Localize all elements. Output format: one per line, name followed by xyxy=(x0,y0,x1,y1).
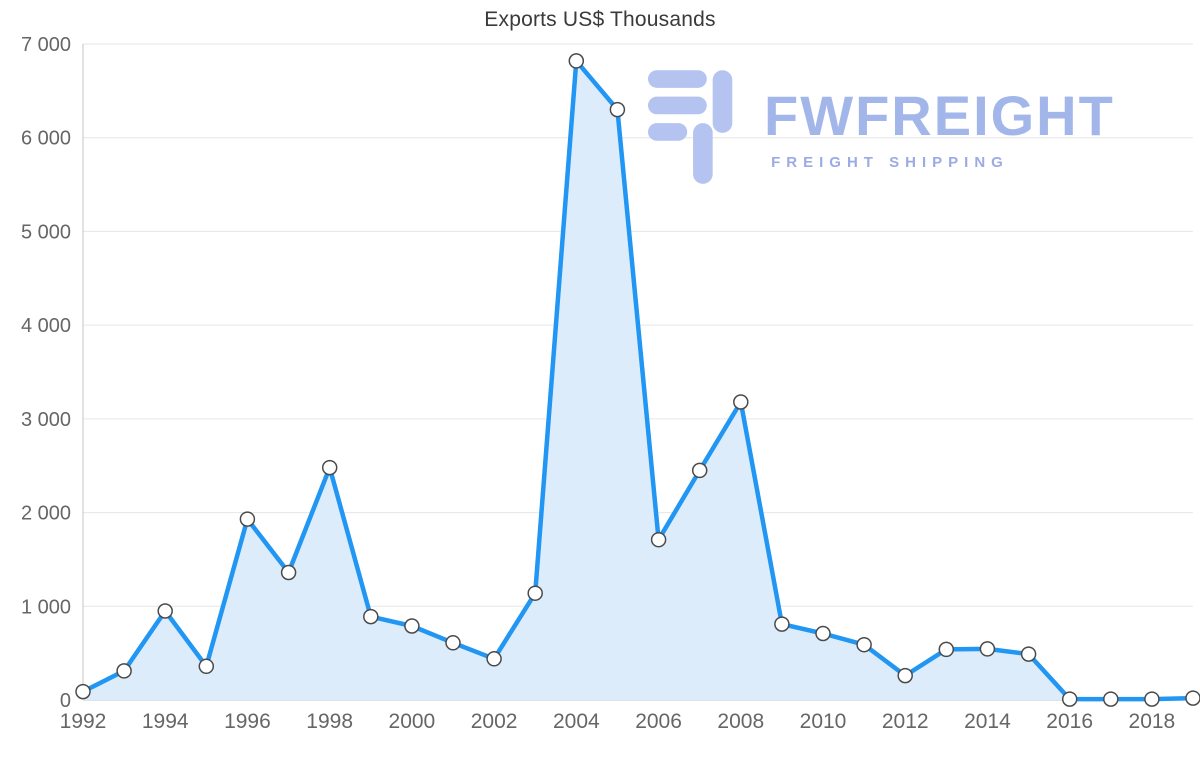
x-axis-tick-label: 1996 xyxy=(224,710,271,733)
x-axis-tick-label: 2008 xyxy=(717,710,764,733)
x-axis-tick-label: 2006 xyxy=(635,710,682,733)
data-point-2005[interactable] xyxy=(609,101,626,118)
data-point-1996[interactable] xyxy=(239,511,256,527)
data-point-2012[interactable] xyxy=(897,667,913,684)
data-point-1998[interactable] xyxy=(321,459,338,476)
series-area-fill xyxy=(83,60,1193,700)
data-point-1995[interactable] xyxy=(198,658,215,675)
data-point-2014[interactable] xyxy=(979,641,996,657)
data-point-2019[interactable] xyxy=(1185,690,1200,706)
data-point-2010[interactable] xyxy=(815,625,831,642)
data-point-2007[interactable] xyxy=(691,462,708,479)
data-point-1994[interactable] xyxy=(157,603,173,619)
x-axis-tick-label: 2018 xyxy=(1129,710,1176,733)
series-line xyxy=(80,58,1196,702)
y-axis-tick-label: 1 000 xyxy=(21,596,71,618)
y-axis-tick-label: 2 000 xyxy=(21,503,71,525)
x-axis-tick-label: 1994 xyxy=(142,710,189,733)
data-point-1997[interactable] xyxy=(280,564,297,581)
chart-title: Exports US$ Thousands xyxy=(484,8,716,31)
data-point-2015[interactable] xyxy=(1020,646,1037,662)
data-point-2016[interactable] xyxy=(1061,691,1078,707)
data-point-2003[interactable] xyxy=(527,585,543,601)
x-axis-tick-label: 2016 xyxy=(1046,710,1093,733)
x-axis-tick-label: 2010 xyxy=(800,710,847,733)
data-point-2004[interactable] xyxy=(568,53,585,69)
x-axis-tick-label: 2014 xyxy=(964,710,1011,733)
y-axis-tick-label: 0 xyxy=(60,690,71,712)
data-point-2018[interactable] xyxy=(1144,691,1160,707)
y-axis-tick-label: 7 000 xyxy=(21,34,71,56)
data-point-1993[interactable] xyxy=(116,663,132,679)
data-point-2008[interactable] xyxy=(733,394,749,410)
y-axis-tick-label: 5 000 xyxy=(21,221,71,243)
x-axis-tick-label: 2000 xyxy=(389,710,436,733)
data-point-1992[interactable] xyxy=(75,683,91,700)
data-point-2011[interactable] xyxy=(856,636,872,653)
x-axis-tick-label: 2012 xyxy=(882,710,929,733)
data-point-2001[interactable] xyxy=(445,635,461,651)
data-point-2006[interactable] xyxy=(650,531,667,548)
data-point-2002[interactable] xyxy=(486,651,502,667)
data-point-2000[interactable] xyxy=(404,618,420,634)
data-point-2009[interactable] xyxy=(774,616,790,632)
data-point-2013[interactable] xyxy=(938,641,955,658)
x-axis-tick-label: 2002 xyxy=(471,710,518,733)
data-point-2017[interactable] xyxy=(1103,691,1119,707)
x-axis-tick-label: 1998 xyxy=(306,710,353,733)
data-point-1999[interactable] xyxy=(363,608,379,625)
y-axis-tick-label: 3 000 xyxy=(21,409,71,431)
x-axis-tick-label: 1992 xyxy=(60,710,107,733)
y-axis-tick-label: 6 000 xyxy=(21,128,71,150)
x-axis-tick-label: 2004 xyxy=(553,710,600,733)
y-axis-tick-label: 4 000 xyxy=(21,315,71,337)
